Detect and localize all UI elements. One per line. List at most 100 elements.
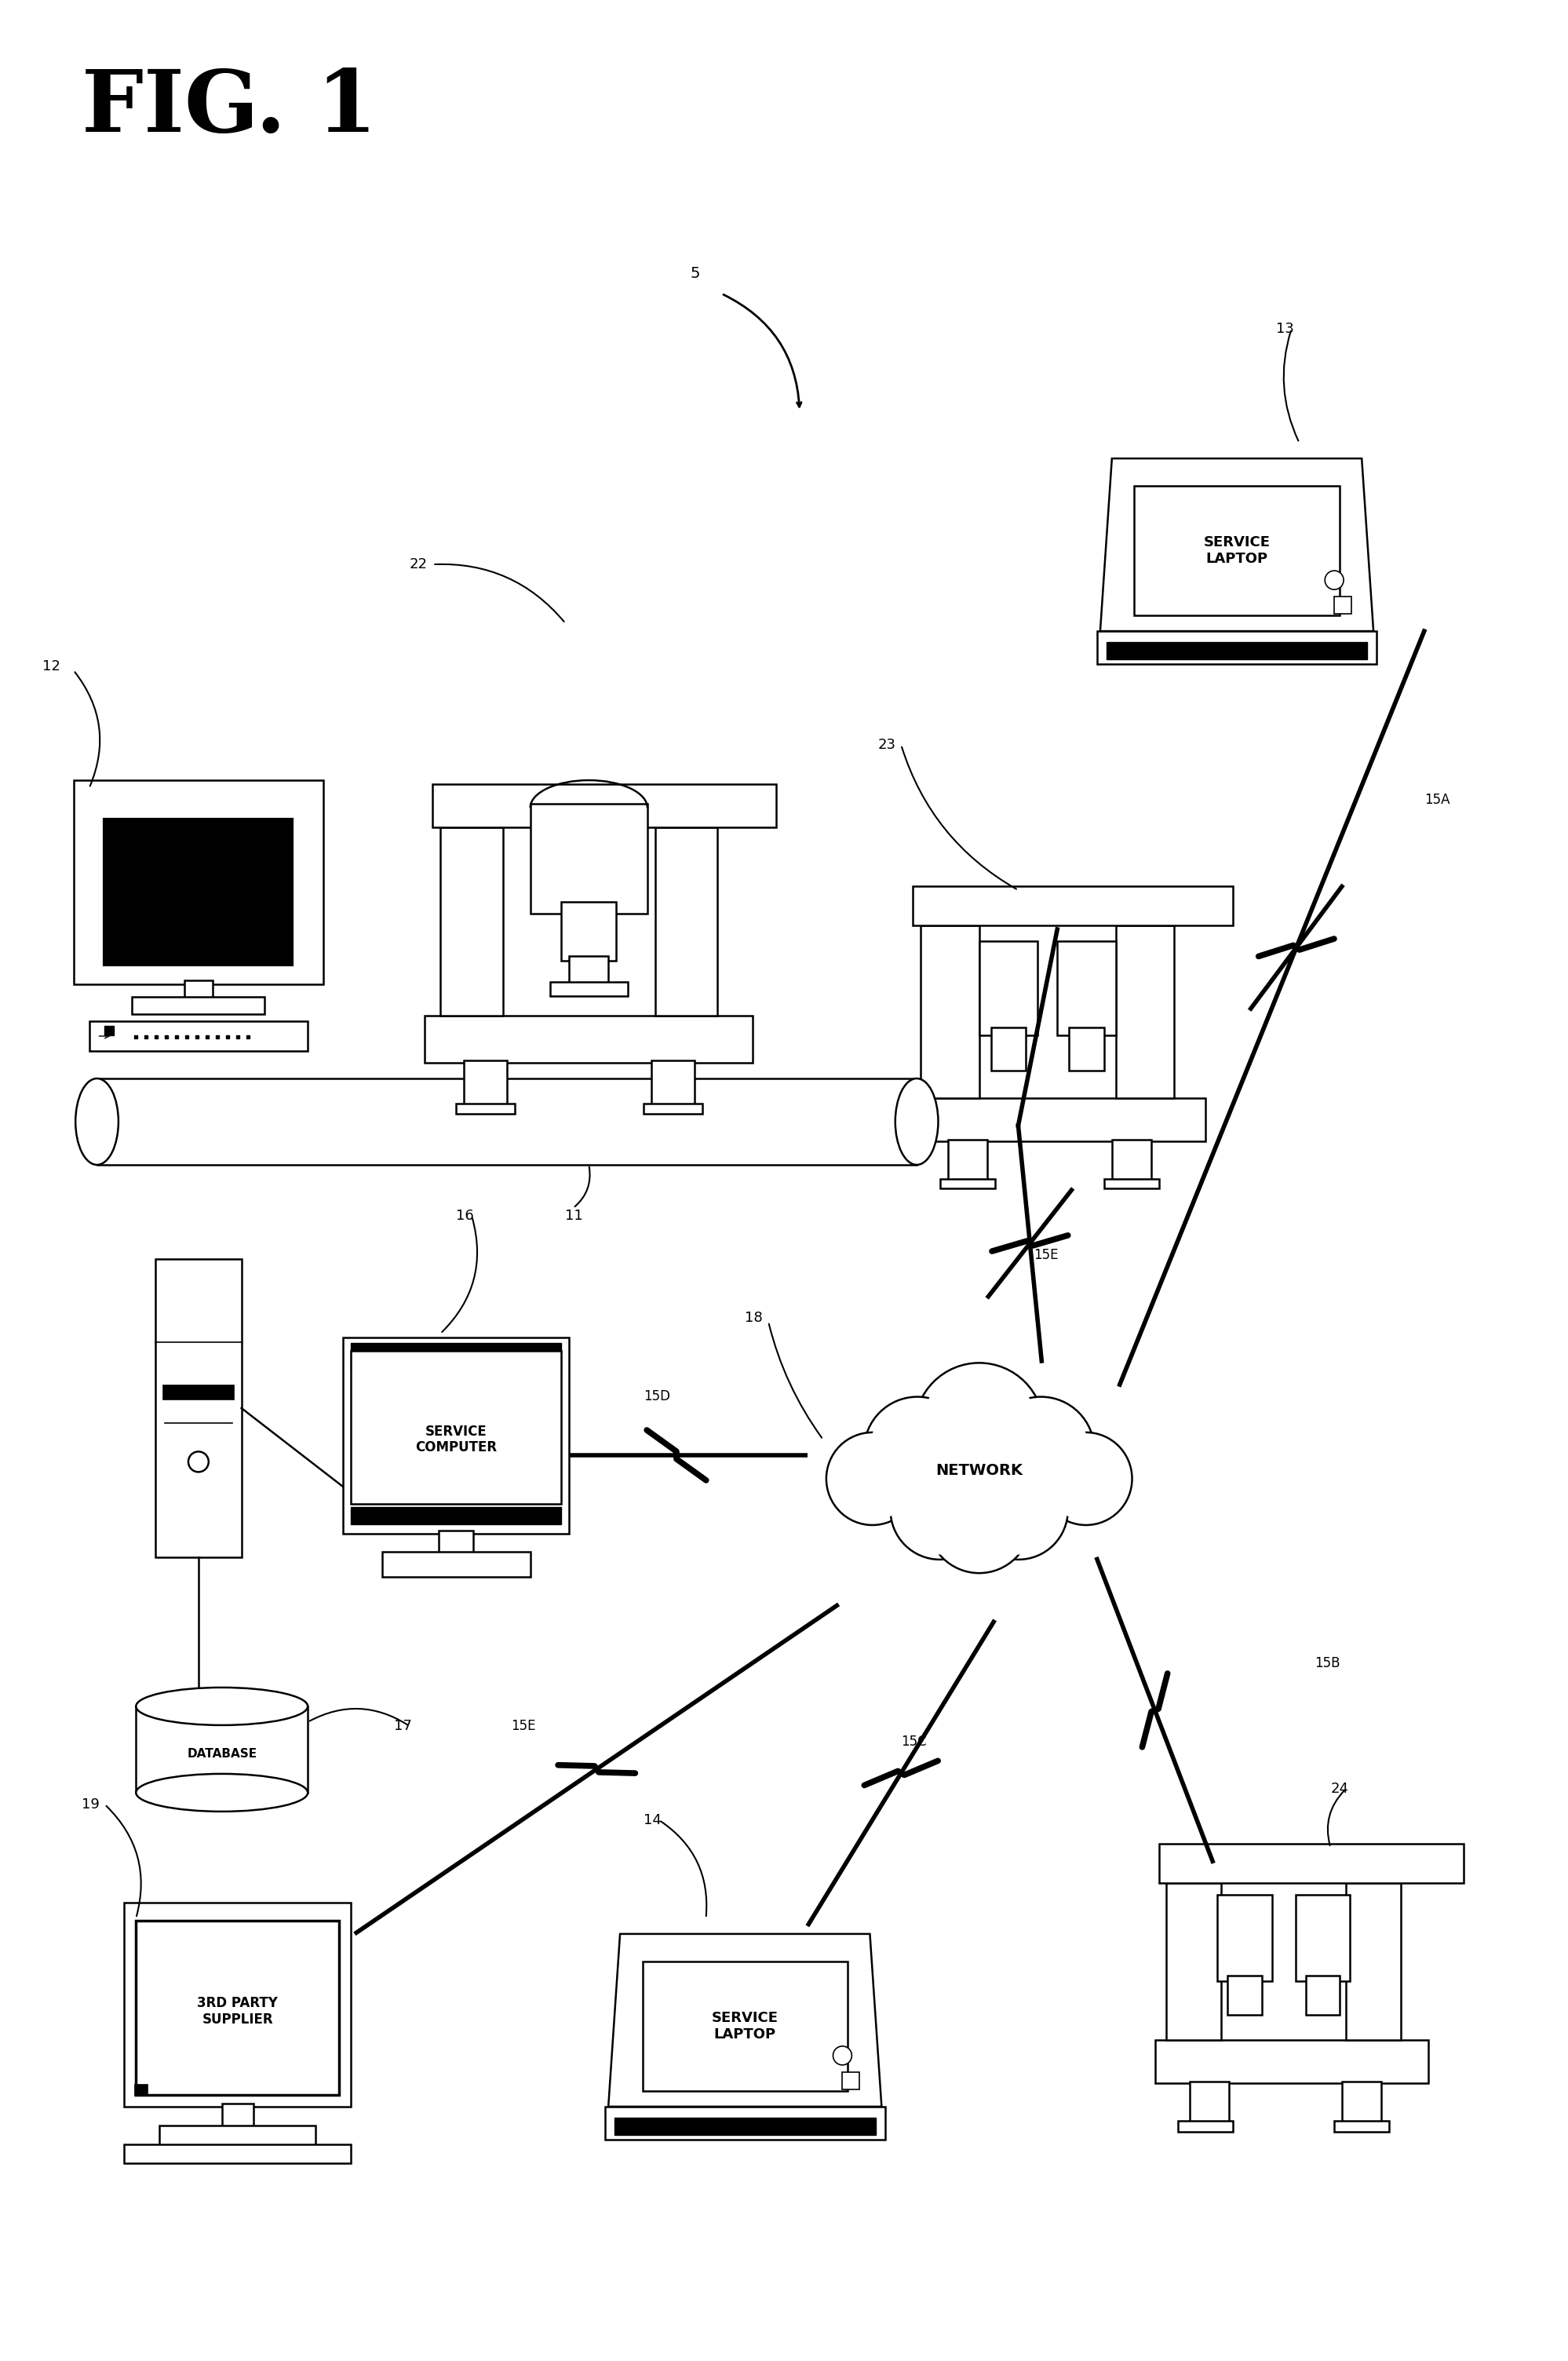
Text: 12: 12: [42, 659, 60, 673]
Text: SERVICE
LAPTOP: SERVICE LAPTOP: [712, 2012, 778, 2042]
Text: 3RD PARTY
SUPPLIER: 3RD PARTY SUPPLIER: [198, 1995, 278, 2026]
Bar: [569, 956, 608, 987]
Text: 15C: 15C: [902, 1735, 927, 1750]
Circle shape: [1044, 1438, 1127, 1520]
Bar: [1228, 1976, 1262, 2014]
Bar: [941, 1178, 994, 1188]
Bar: [1156, 2040, 1428, 2082]
Bar: [1057, 942, 1116, 1036]
Bar: [1104, 1178, 1159, 1188]
Bar: [105, 819, 292, 966]
Bar: [1107, 642, 1367, 659]
Circle shape: [1325, 571, 1344, 590]
Bar: [343, 1336, 569, 1535]
Bar: [1334, 597, 1352, 614]
Bar: [1134, 486, 1339, 616]
Bar: [1190, 2082, 1229, 2123]
Text: 22: 22: [409, 557, 428, 571]
Bar: [155, 1258, 241, 1558]
Bar: [135, 2085, 147, 2097]
Bar: [136, 1919, 339, 2094]
Circle shape: [914, 1362, 1044, 1492]
Text: 15D: 15D: [643, 1388, 670, 1402]
Circle shape: [864, 1398, 971, 1504]
Text: 18: 18: [745, 1310, 762, 1325]
Bar: [439, 1530, 474, 1556]
Bar: [1295, 1894, 1350, 1981]
Circle shape: [833, 2047, 851, 2066]
Circle shape: [831, 1438, 914, 1520]
Bar: [351, 1350, 561, 1504]
Bar: [1167, 1884, 1221, 2040]
Bar: [530, 803, 648, 914]
Circle shape: [988, 1398, 1094, 1504]
Text: DATABASE: DATABASE: [187, 1747, 257, 1759]
Bar: [441, 826, 503, 1015]
Text: 15E: 15E: [1033, 1249, 1058, 1263]
Bar: [223, 2104, 252, 2130]
Ellipse shape: [136, 1688, 307, 1726]
Bar: [1159, 1844, 1463, 1884]
Bar: [909, 1098, 1206, 1140]
Circle shape: [974, 1466, 1063, 1554]
Bar: [1116, 926, 1174, 1098]
Polygon shape: [1101, 458, 1374, 630]
Circle shape: [1040, 1433, 1132, 1525]
Bar: [89, 1022, 307, 1051]
Bar: [351, 1506, 561, 1525]
Bar: [160, 2125, 315, 2149]
Bar: [949, 1140, 986, 1180]
Bar: [643, 1962, 847, 2092]
Text: 15B: 15B: [1316, 1655, 1341, 1669]
Bar: [97, 1079, 917, 1164]
Bar: [991, 1027, 1025, 1070]
Circle shape: [891, 1459, 989, 1561]
Bar: [1345, 1884, 1400, 2040]
Bar: [920, 926, 978, 1098]
Text: 24: 24: [1331, 1783, 1348, 1797]
Bar: [842, 2073, 859, 2089]
Circle shape: [869, 1402, 966, 1499]
Text: 16: 16: [456, 1209, 474, 1223]
Bar: [124, 2144, 351, 2163]
Bar: [1217, 1894, 1272, 1981]
Circle shape: [188, 1452, 209, 1471]
Bar: [547, 1516, 560, 1523]
Text: 5: 5: [690, 267, 701, 281]
Circle shape: [969, 1459, 1068, 1561]
Bar: [1069, 1027, 1104, 1070]
Bar: [1306, 1976, 1341, 2014]
Circle shape: [927, 1469, 1030, 1572]
Bar: [913, 885, 1232, 926]
Bar: [651, 1060, 695, 1105]
Bar: [1342, 2082, 1381, 2123]
Bar: [643, 1103, 702, 1114]
Ellipse shape: [136, 1773, 307, 1811]
Text: 19: 19: [82, 1797, 99, 1811]
Text: SERVICE
COMPUTER: SERVICE COMPUTER: [416, 1424, 497, 1454]
Bar: [655, 826, 718, 1015]
Bar: [1098, 630, 1377, 663]
Bar: [1334, 2120, 1389, 2132]
Bar: [163, 1386, 234, 1400]
Bar: [1112, 1140, 1151, 1180]
Text: 15A: 15A: [1424, 793, 1450, 807]
Bar: [1178, 2120, 1232, 2132]
Bar: [605, 2106, 884, 2139]
Circle shape: [933, 1473, 1025, 1568]
Text: 23: 23: [878, 739, 895, 753]
Text: SERVICE
LAPTOP: SERVICE LAPTOP: [1204, 536, 1270, 567]
Bar: [425, 1015, 753, 1062]
Bar: [561, 902, 616, 961]
Text: NETWORK: NETWORK: [936, 1464, 1022, 1478]
Bar: [185, 980, 213, 1001]
Bar: [615, 2118, 875, 2134]
Bar: [124, 1903, 351, 2106]
Bar: [464, 1060, 506, 1105]
Polygon shape: [608, 1934, 881, 2106]
Bar: [978, 942, 1038, 1036]
Bar: [433, 784, 776, 826]
Bar: [132, 996, 265, 1015]
Bar: [74, 779, 323, 985]
Bar: [550, 982, 627, 996]
